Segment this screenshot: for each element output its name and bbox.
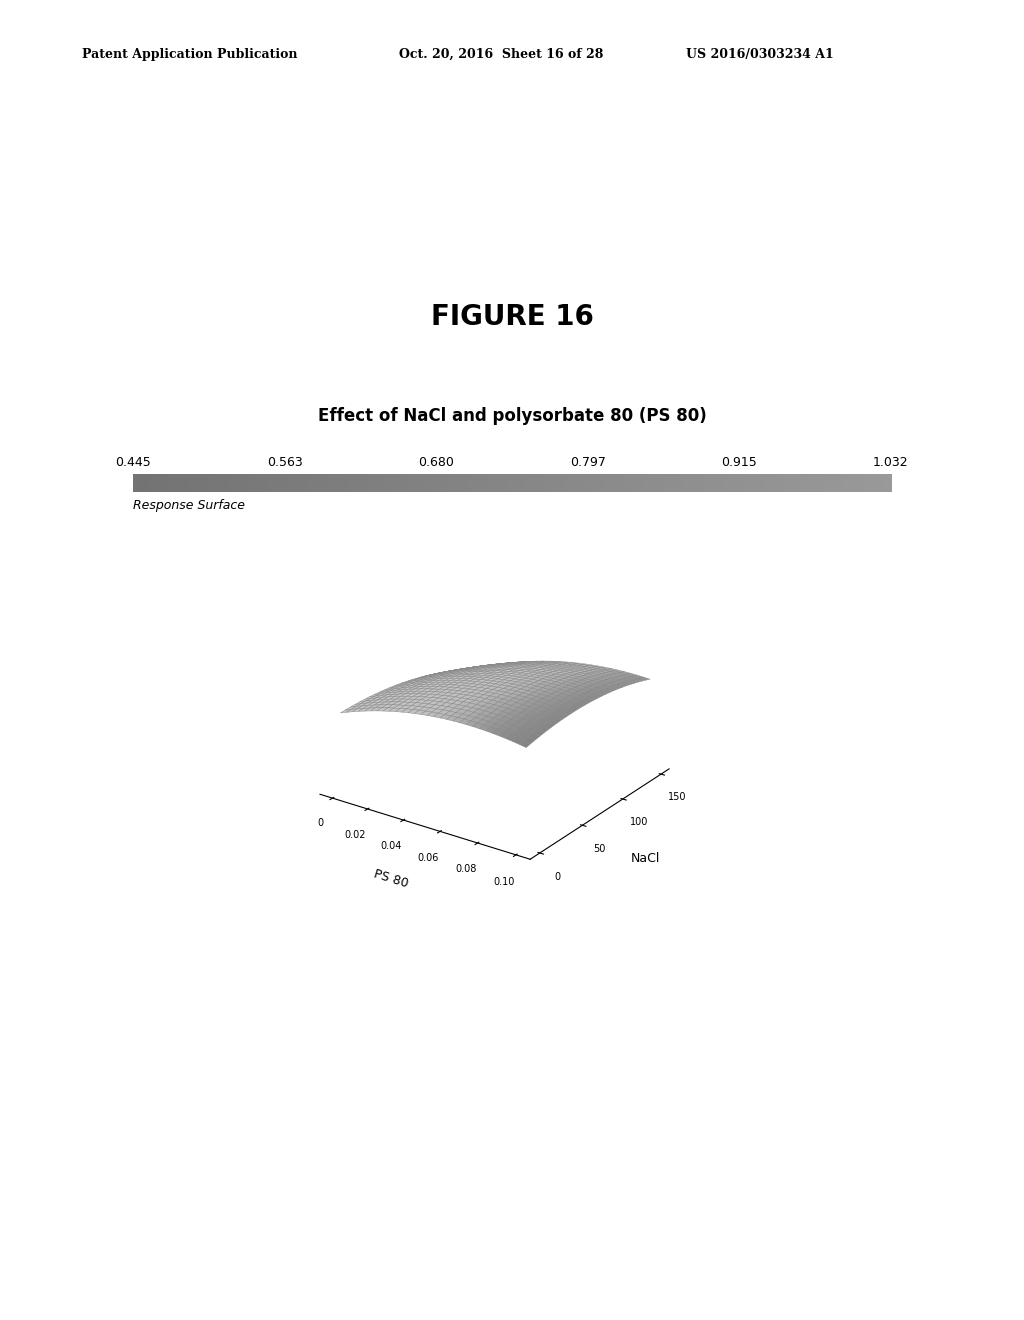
Text: 0.915: 0.915 [722,455,757,469]
Text: 0.563: 0.563 [267,455,302,469]
Text: 0.797: 0.797 [569,455,606,469]
Text: 0.445: 0.445 [116,455,151,469]
Text: Oct. 20, 2016  Sheet 16 of 28: Oct. 20, 2016 Sheet 16 of 28 [399,48,604,61]
Y-axis label: NaCl: NaCl [631,853,659,866]
Text: 1.032: 1.032 [873,455,908,469]
Text: Effect of NaCl and polysorbate 80 (PS 80): Effect of NaCl and polysorbate 80 (PS 80… [317,407,707,425]
Text: FIGURE 16: FIGURE 16 [430,302,594,331]
Text: Patent Application Publication: Patent Application Publication [82,48,297,61]
Text: 0.680: 0.680 [418,455,455,469]
X-axis label: PS 80: PS 80 [372,867,410,891]
Text: Response Surface: Response Surface [133,499,245,512]
Text: US 2016/0303234 A1: US 2016/0303234 A1 [686,48,834,61]
